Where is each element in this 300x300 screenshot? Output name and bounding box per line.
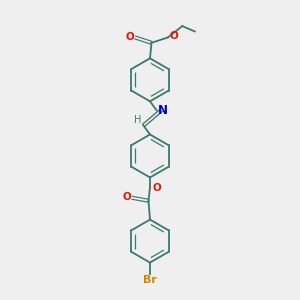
- Text: Br: Br: [143, 275, 157, 285]
- Text: O: O: [153, 183, 162, 193]
- Text: O: O: [169, 31, 178, 41]
- Text: O: O: [122, 192, 131, 202]
- Text: N: N: [158, 104, 168, 117]
- Text: O: O: [125, 32, 134, 42]
- Text: H: H: [134, 115, 142, 124]
